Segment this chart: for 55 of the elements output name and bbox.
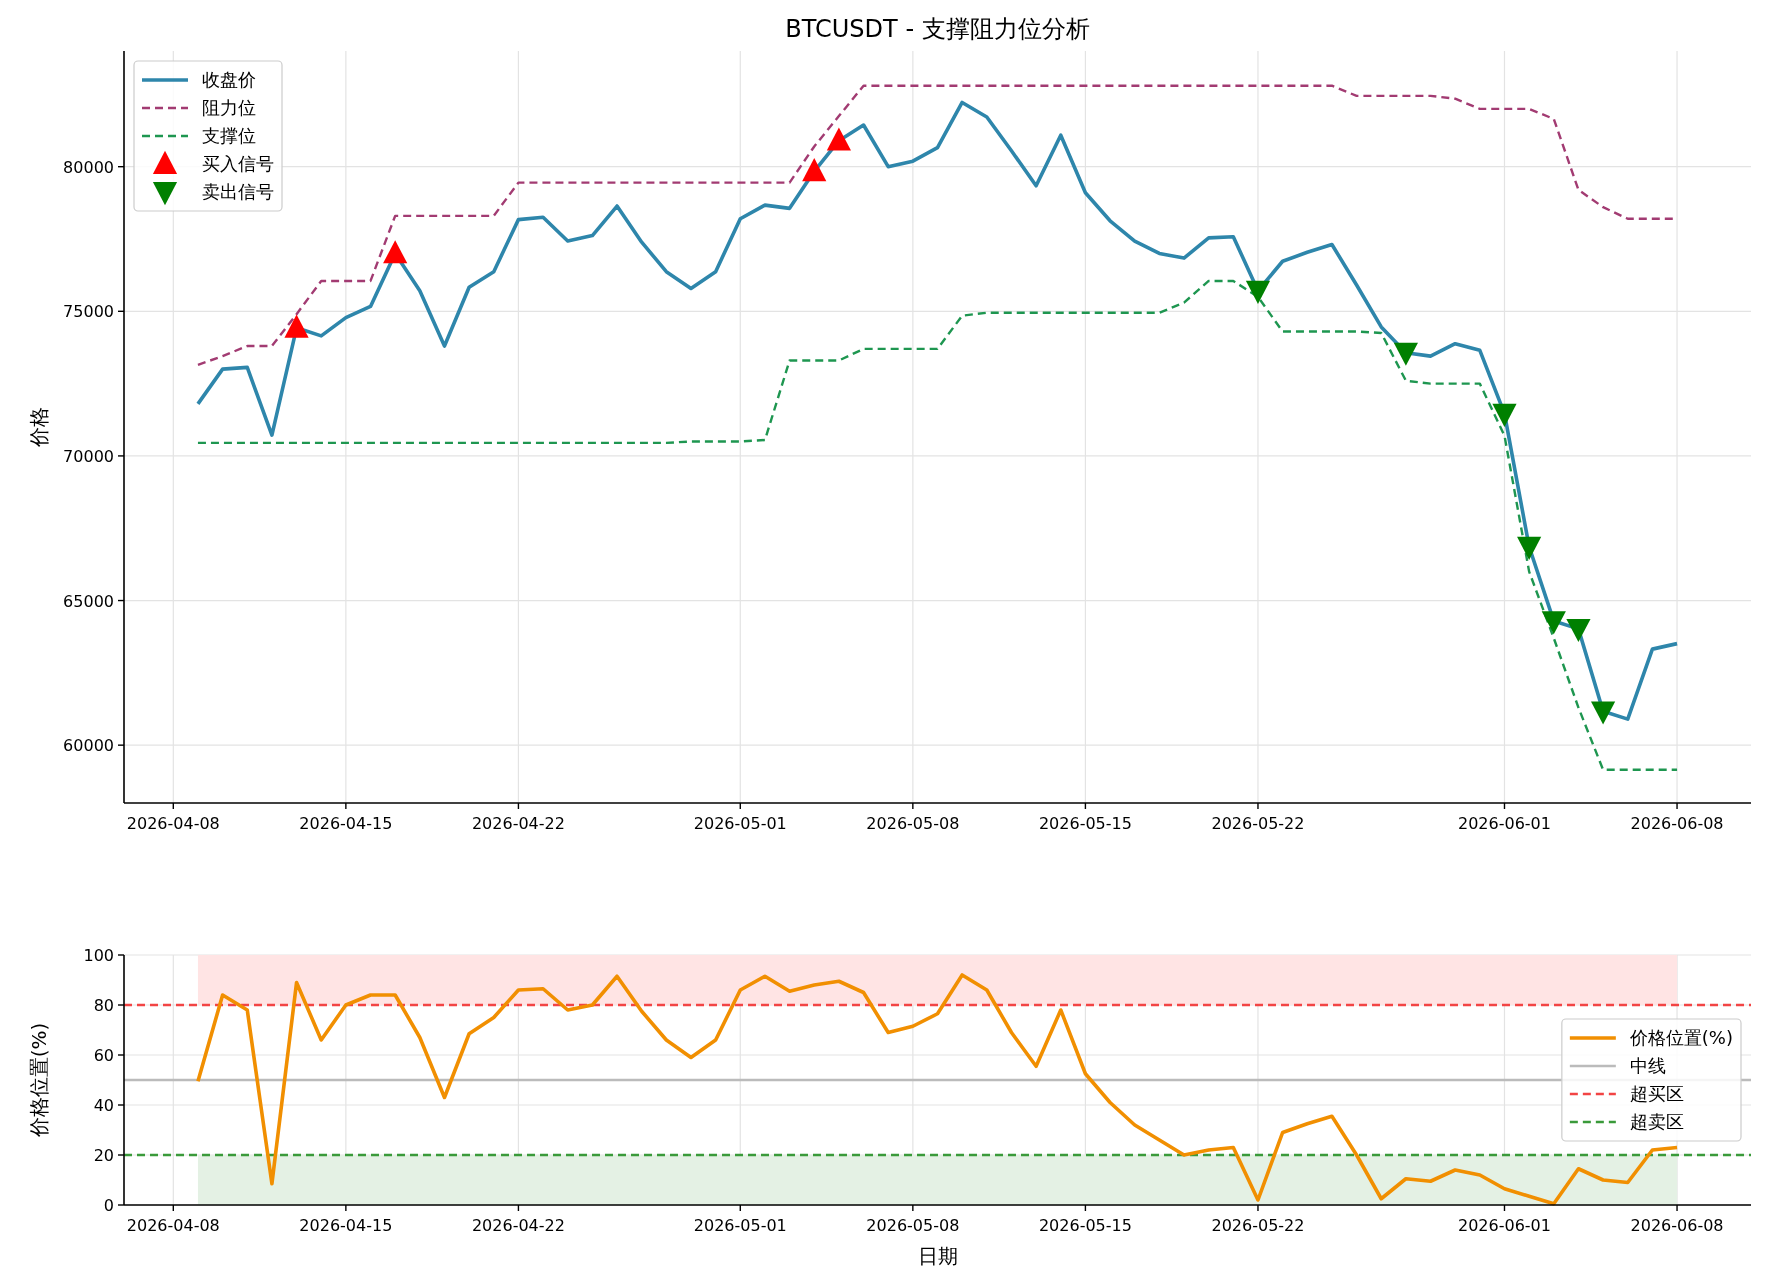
y-tick-label: 0 <box>103 1196 114 1215</box>
legend-label: 阻力位 <box>202 97 256 118</box>
y-tick-label: 100 <box>83 946 114 965</box>
point <box>284 314 309 338</box>
legend-label: 价格位置(%) <box>1628 1027 1733 1048</box>
y-tick-label: 65000 <box>63 591 114 611</box>
x-tick-label: 2026-05-15 <box>1038 814 1132 833</box>
x-tick-label: 2026-04-08 <box>126 1216 220 1235</box>
legend-label: 买入信号 <box>202 153 274 174</box>
y-tick-label: 60000 <box>63 736 114 756</box>
x-tick-label: 2026-05-08 <box>866 814 960 833</box>
x-tick-label: 2026-04-15 <box>299 1216 393 1235</box>
x-tick-label: 2026-05-22 <box>1211 1216 1305 1235</box>
chart-title: BTCUSDT - 支撑阻力位分析 <box>785 15 1090 43</box>
legend-label: 超卖区 <box>1629 1111 1684 1132</box>
legend-label: 支撑位 <box>202 125 256 146</box>
x-tick-label: 2026-06-01 <box>1457 814 1551 833</box>
y-axis-title: 价格位置(%) <box>27 1022 51 1139</box>
y-tick-label: 60 <box>93 1046 114 1065</box>
x-tick-label: 2026-05-01 <box>693 1216 787 1235</box>
point <box>1590 701 1616 725</box>
legend-label: 收盘价 <box>202 69 256 90</box>
point <box>826 127 851 151</box>
y-tick-label: 80 <box>93 996 114 1015</box>
legend-label: 卖出信号 <box>202 181 274 202</box>
point <box>1492 403 1517 427</box>
point <box>1517 536 1542 560</box>
x-tick-label: 2026-04-22 <box>471 814 565 833</box>
point <box>1566 618 1591 643</box>
y-tick-label: 70000 <box>63 446 114 466</box>
x-tick-label: 2026-05-08 <box>866 1216 960 1235</box>
x-tick-label: 2026-06-01 <box>1457 1216 1551 1235</box>
legend-label: 超买区 <box>1629 1083 1684 1104</box>
point <box>1393 342 1418 366</box>
point <box>383 240 408 264</box>
x-tick-label: 2026-04-08 <box>126 814 220 833</box>
x-tick-label: 2026-06-08 <box>1630 1216 1724 1235</box>
x-tick-label: 2026-06-08 <box>1630 814 1724 833</box>
y-tick-label: 40 <box>93 1096 114 1115</box>
x-tick-label: 2026-04-15 <box>299 814 393 833</box>
y-tick-label: 80000 <box>63 157 114 177</box>
x-tick-label: 2026-05-22 <box>1211 814 1305 833</box>
y-tick-label: 20 <box>93 1146 114 1165</box>
point <box>1245 280 1271 304</box>
x-tick-label: 2026-04-22 <box>471 1216 565 1235</box>
ref-line-label: 中线 <box>1629 1055 1666 1076</box>
point <box>1541 611 1566 635</box>
line-series <box>196 100 1679 721</box>
x-tick-label: 2026-05-15 <box>1038 1216 1132 1235</box>
point <box>802 158 827 182</box>
x-axis-title: 日期 <box>917 1244 958 1268</box>
line-series <box>196 279 1679 771</box>
y-axis-title: 价格 <box>27 407 51 448</box>
y-tick-label: 75000 <box>63 302 114 322</box>
x-tick-label: 2026-05-01 <box>693 814 787 833</box>
